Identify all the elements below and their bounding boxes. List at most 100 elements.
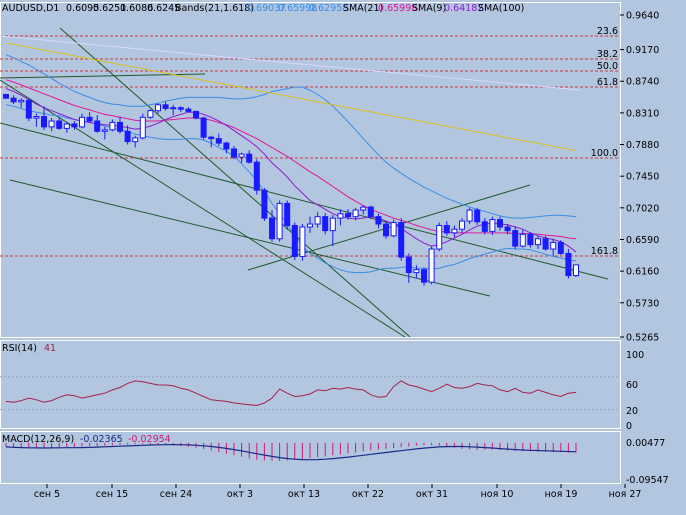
fib-level-label: 100.0 — [591, 148, 618, 159]
fibonacci-levels: 23.6 38.250.0 61.8 100.0 161.8 — [0, 26, 620, 257]
indicator-lines — [5, 42, 577, 274]
candle-bear — [56, 120, 63, 129]
candle-bear — [86, 116, 93, 122]
price-label: 0.9170 — [626, 45, 659, 56]
candle-bull — [489, 219, 496, 232]
macd-signal-line — [5, 443, 577, 461]
candle-bear — [284, 202, 291, 226]
candle-bull — [79, 116, 85, 128]
candle-bull — [390, 222, 397, 237]
price-label: 0.8310 — [626, 108, 659, 119]
candle-bull — [451, 228, 458, 234]
candle-bear — [291, 224, 298, 257]
candle-bull — [101, 129, 108, 132]
rsi-axis-label: 20 — [626, 406, 638, 417]
price-label: 0.5730 — [626, 298, 659, 309]
date-label: ноя 27 — [609, 489, 642, 500]
candle-bull — [466, 209, 473, 222]
rsi-axis-label: 0 — [626, 421, 632, 432]
candle-bull — [428, 248, 435, 283]
price-label: 0.7020 — [626, 203, 659, 214]
fib-level-label: 50.0 — [597, 61, 618, 72]
candle-bear — [443, 224, 450, 234]
date-label: окт 31 — [416, 489, 448, 500]
candle-bull — [18, 99, 25, 103]
candle-bear — [512, 230, 519, 247]
header-low: 0.6086 — [120, 3, 153, 14]
macd-axis-label: 0.00477 — [626, 438, 665, 449]
sma100-label: SMA(100) — [478, 3, 524, 14]
candle-bull — [307, 223, 313, 228]
macd-pane-frame — [0, 431, 621, 484]
candle-bull — [48, 120, 55, 128]
sma9-label: SMA(9) — [412, 3, 446, 14]
bollinger-upper-line — [5, 54, 577, 219]
date-label: окт 22 — [352, 489, 384, 500]
price-label: 0.5265 — [626, 333, 659, 344]
fib-level-label: 23.6 — [597, 26, 618, 37]
candle-bear — [367, 206, 374, 218]
candle-bull — [329, 217, 336, 232]
rsi-value: 41 — [44, 343, 56, 354]
candle-bear — [527, 233, 534, 246]
candle-bull — [550, 241, 557, 250]
candle-bear — [481, 221, 488, 232]
candle-bear — [383, 223, 389, 237]
candle-bear — [565, 252, 572, 277]
candle-bull — [535, 238, 541, 246]
candle-bull — [132, 137, 139, 143]
candle-bear — [3, 93, 9, 99]
candle-bear — [223, 142, 230, 150]
header-open: 0.6095 — [66, 3, 99, 14]
candle-bear — [208, 136, 215, 140]
price-label: 0.6590 — [626, 235, 659, 246]
candle-bear — [405, 256, 412, 274]
candle-bear — [421, 269, 427, 283]
header-close: 0.6245 — [147, 3, 180, 14]
fib-level-label: 161.8 — [591, 246, 618, 257]
macd-value-signal: -0.02954 — [128, 434, 171, 445]
candle-bull — [170, 107, 177, 110]
date-label: ноя 10 — [481, 489, 514, 500]
date-label: окт 3 — [227, 489, 253, 500]
header-symbol: AUDUSD,D1 — [2, 3, 59, 14]
fib-level-label: 38.2 — [597, 49, 618, 60]
candle-bull — [63, 123, 70, 129]
candle-bear — [117, 121, 123, 132]
sma21-val: 0.65998 — [378, 3, 417, 14]
trendline — [59, 27, 411, 338]
trendline — [9, 179, 491, 297]
candle-bull — [155, 104, 161, 112]
candle-bear — [557, 241, 564, 254]
sma21-line — [5, 79, 577, 240]
candle-bear — [215, 138, 222, 144]
candle-bull — [573, 264, 579, 277]
candle-bear — [193, 110, 199, 119]
candle-bull — [459, 220, 465, 230]
price-label: 0.8740 — [626, 77, 659, 88]
candle-bull — [147, 110, 154, 118]
bands-lower-val: 0.62958 — [309, 3, 348, 14]
candle-bull — [33, 116, 40, 119]
candle-bear — [71, 123, 78, 128]
candle-bear — [41, 116, 47, 128]
macd-indicator — [5, 442, 577, 461]
date-label: ноя 19 — [545, 489, 578, 500]
bands-upper-val: 0.69037 — [247, 3, 286, 14]
rsi-pane-frame — [0, 340, 621, 429]
candle-bear — [94, 120, 101, 132]
candle-bear — [162, 104, 169, 109]
sma9-val: 0.64182 — [444, 3, 483, 14]
trendline — [0, 73, 206, 79]
date-label: окт 13 — [288, 489, 320, 500]
candle-bull — [337, 213, 344, 219]
candle-bear — [322, 216, 329, 232]
bollinger-lower-line — [5, 104, 577, 274]
trendline — [0, 122, 609, 280]
candle-bear — [269, 217, 275, 240]
candle-bull — [299, 226, 306, 257]
candle-bear — [124, 130, 131, 143]
trendlines — [0, 27, 609, 338]
fib-level-label: 61.8 — [597, 77, 618, 88]
